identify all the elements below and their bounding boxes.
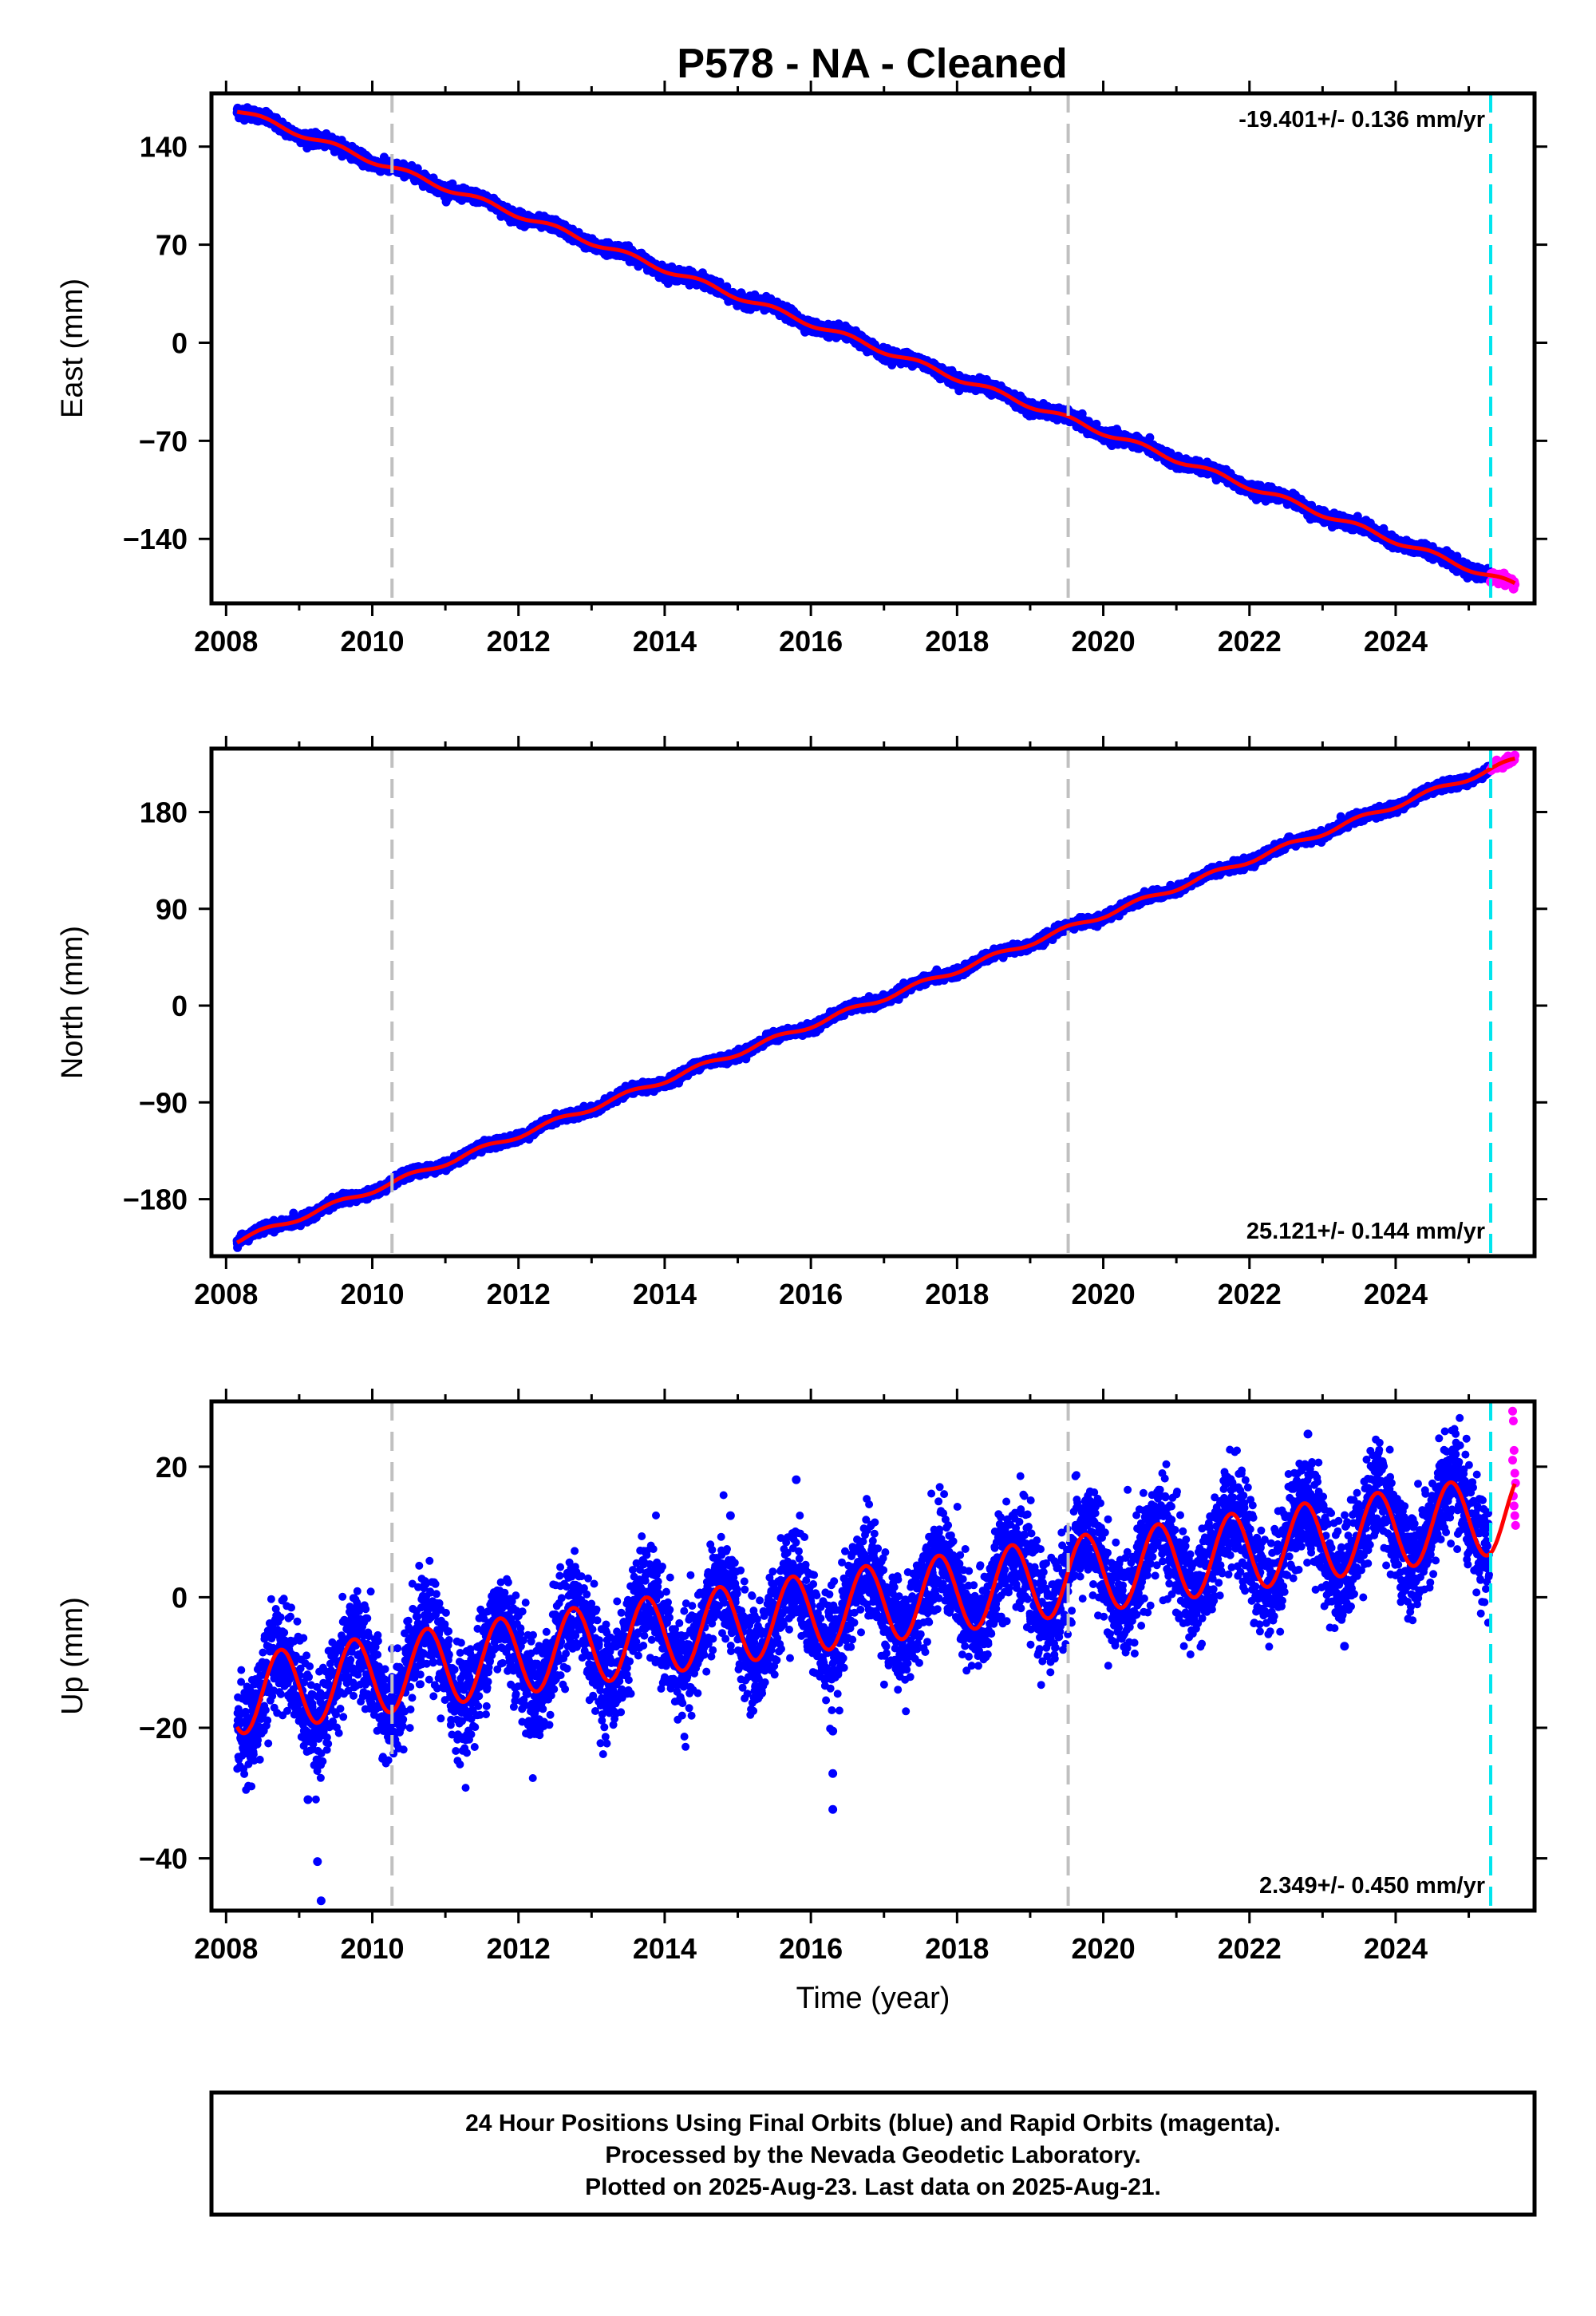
panel-north: 2008 2010 2012 2014 2016 2018 2020 2022 2024 −180… (56, 736, 1547, 1310)
x-tick-label: 2008 (194, 625, 258, 658)
rapid-orbit-point (1508, 1456, 1518, 1465)
x-tick-label: 2024 (1364, 1932, 1428, 1965)
y-tick-label: 180 (140, 796, 188, 829)
y-tick-label: −180 (123, 1184, 188, 1216)
y-tick-label: 140 (140, 131, 188, 164)
outlier-point (313, 1857, 322, 1867)
outlier-point (828, 1769, 838, 1778)
y-tick-label: −70 (139, 425, 188, 457)
x-tick-label: 2018 (925, 1932, 989, 1965)
model-fit-line (236, 109, 1516, 585)
x-axis-label: Time (year) (796, 1982, 950, 2015)
model-fit-line (235, 757, 1515, 1245)
plot-area (233, 1406, 1520, 1906)
x-tick-label: 2012 (487, 1278, 551, 1310)
axes-frame (209, 91, 1537, 606)
velocity-rate-label: 2.349+/- 0.450 mm/yr (1259, 1873, 1485, 1899)
y-tick-label: 70 (156, 229, 188, 262)
x-tick-label: 2012 (487, 625, 551, 658)
x-tick-label: 2016 (779, 1932, 843, 1965)
outlier-point (1340, 1642, 1349, 1651)
figure-title: P578 - NA - Cleaned (677, 41, 1067, 87)
rapid-orbit-point (1510, 1511, 1519, 1520)
x-tick-label: 2016 (779, 625, 843, 658)
plot-area (232, 103, 1520, 594)
rapid-orbit-point (1510, 1468, 1519, 1478)
x-tick-label: 2022 (1218, 1278, 1282, 1310)
y-tick-label: −140 (123, 523, 188, 555)
rapid-orbit-point (1509, 1445, 1519, 1455)
rapid-orbit-point (1508, 1406, 1518, 1416)
x-tick-label: 2008 (194, 1278, 258, 1310)
outlier-point (725, 1511, 735, 1520)
axes-frame (209, 1399, 1537, 1913)
y-axis-label: North (mm) (56, 926, 89, 1079)
outlier-point (316, 1896, 326, 1906)
rapid-orbit-point (1511, 1520, 1520, 1530)
final-orbit-points (233, 1413, 1494, 1906)
outlier-point (303, 1795, 313, 1804)
x-tick-label: 2018 (925, 625, 989, 658)
footer-line-plotted: Plotted on 2025-Aug-23. Last data on 202… (585, 2174, 1161, 2200)
x-tick-label: 2010 (340, 1932, 404, 1965)
x-tick-label: 2024 (1364, 625, 1428, 658)
y-axis-label: East (mm) (56, 279, 89, 418)
x-tick-label: 2016 (779, 1278, 843, 1310)
rapid-orbit-point (1509, 1501, 1519, 1511)
x-tick-label: 2020 (1072, 1932, 1136, 1965)
x-tick-label: 2014 (633, 625, 697, 658)
velocity-rate-label: -19.401+/- 0.136 mm/yr (1238, 107, 1485, 132)
rapid-orbit-points (1508, 1406, 1520, 1530)
model-fit-line (235, 1480, 1517, 1736)
x-tick-label: 2020 (1072, 1278, 1136, 1310)
rapid-orbit-point (1508, 1417, 1518, 1426)
x-tick-label: 2010 (340, 1278, 404, 1310)
y-tick-label: 20 (156, 1451, 188, 1484)
y-tick-label: 0 (172, 990, 188, 1022)
footer-line-orbits: 24 Hour Positions Using Final Orbits (bl… (465, 2110, 1281, 2136)
y-axis-label: Up (mm) (56, 1597, 89, 1715)
y-tick-label: 0 (172, 1581, 188, 1614)
y-tick-label: −40 (139, 1843, 188, 1875)
x-tick-label: 2024 (1364, 1278, 1428, 1310)
x-tick-label: 2014 (633, 1932, 697, 1965)
velocity-rate-label: 25.121+/- 0.144 mm/yr (1246, 1219, 1485, 1244)
x-tick-label: 2022 (1218, 625, 1282, 658)
x-tick-label: 2022 (1218, 1932, 1282, 1965)
y-tick-label: −90 (139, 1086, 188, 1119)
footer-box: 24 Hour Positions Using Final Orbits (bl… (209, 2090, 1537, 2217)
x-tick-label: 2012 (487, 1932, 551, 1965)
daily-position-marks (233, 1413, 1494, 1804)
panels: 2008 2010 2012 2014 2016 2018 2020 2022 2024 −140… (56, 81, 1547, 2015)
outlier-point (1303, 1429, 1313, 1439)
outlier-point (828, 1726, 838, 1736)
x-tick-label: 2018 (925, 1278, 989, 1310)
footer-frame (209, 2090, 1537, 2217)
x-tick-label: 2020 (1072, 625, 1136, 658)
plot-area (232, 750, 1520, 1252)
axes-frame (209, 746, 1537, 1259)
y-tick-label: 0 (172, 326, 188, 359)
x-tick-label: 2014 (633, 1278, 697, 1310)
outlier-point (828, 1804, 838, 1814)
footer-line-processed: Processed by the Nevada Geodetic Laborat… (605, 2142, 1140, 2168)
outlier-point (792, 1475, 801, 1484)
x-tick-label: 2010 (340, 625, 404, 658)
y-tick-label: 90 (156, 893, 188, 926)
panel-east: 2008 2010 2012 2014 2016 2018 2020 2022 2024 −140… (56, 81, 1547, 658)
x-tick-label: 2008 (194, 1932, 258, 1965)
panel-up: 2008 2010 2012 2014 2016 2018 2020 2022 2024 −40 −… (56, 1389, 1547, 2015)
y-tick-label: −20 (139, 1712, 188, 1745)
